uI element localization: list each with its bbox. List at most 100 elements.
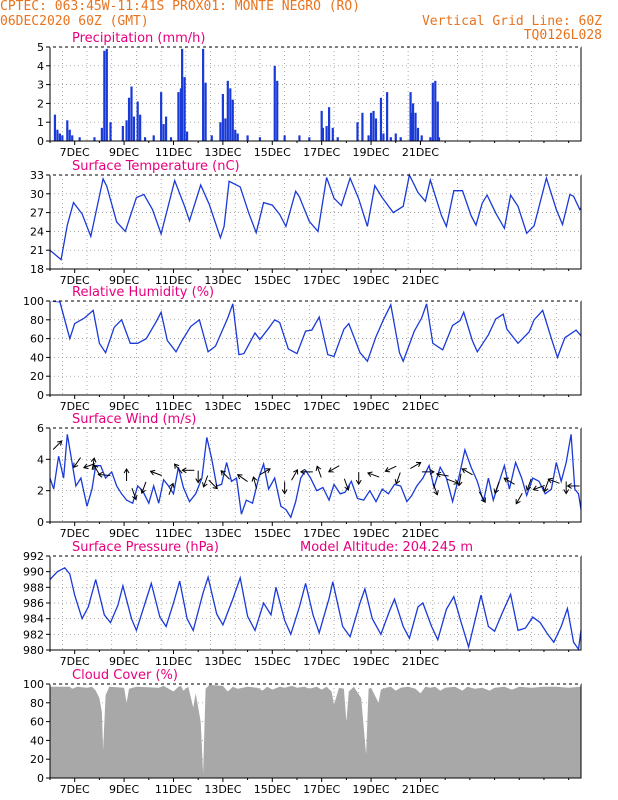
wind-arrow [299, 468, 313, 475]
y-tick-label: 6 [37, 422, 44, 435]
y-tick-label: 21 [30, 244, 44, 257]
wind-arrow [173, 463, 183, 474]
precip-bar [132, 116, 136, 141]
y-tick-label: 27 [30, 207, 44, 220]
precip-bar [298, 135, 301, 141]
precip-bar [336, 137, 339, 141]
series-line-pressure [49, 566, 582, 651]
precip-bar [177, 92, 180, 141]
x-tick-label: 13DEC [204, 527, 241, 540]
wind-arrow [478, 491, 486, 503]
x-tick-label: 11DEC [155, 527, 192, 540]
wind-arrow [202, 475, 209, 488]
x-tick-label: 17DEC [303, 400, 340, 413]
x-tick-label: 7DEC [60, 146, 90, 159]
model-altitude: Model Altitude: 204.245 m [300, 540, 473, 555]
y-tick-label: 2 [37, 97, 44, 110]
precip-bar [160, 92, 163, 141]
panel-title-temperature: Surface Temperature (nC) [72, 159, 240, 174]
wind-arrow [355, 472, 362, 486]
precip-bar [356, 122, 359, 141]
precip-bar [320, 110, 323, 141]
precip-bar [179, 88, 182, 141]
precip-bar [121, 125, 124, 141]
precip-bar [367, 135, 370, 141]
precip-bar [273, 65, 276, 141]
plot-frame [49, 555, 582, 651]
y-tick-label: 80 [30, 314, 44, 327]
precip-bar [226, 80, 229, 141]
grid-temperature [50, 175, 581, 269]
y-tick-label: 984 [23, 613, 44, 626]
precip-bar [204, 82, 207, 141]
x-tick-label: 19DEC [353, 146, 390, 159]
wind-arrow [291, 468, 299, 481]
precip-bar [361, 112, 364, 141]
precip-bar [143, 137, 147, 141]
x-tick-label: 19DEC [353, 527, 390, 540]
wind-arrow [421, 468, 435, 475]
y-tick-label: 18 [30, 263, 44, 276]
y-tick-label: 80 [30, 697, 44, 710]
precip-bar [61, 135, 64, 141]
precip-bar [394, 133, 397, 141]
wind-arrow [181, 467, 195, 474]
x-tick-label: 9DEC [109, 400, 139, 413]
precip-bar [420, 135, 423, 141]
y-tick-label: 982 [23, 628, 44, 641]
panel-pressure: 980 982 984 986 988 990 992 7DEC 9DEC 11DEC 13DEC 1… [23, 540, 582, 668]
x-tick-label: 19DEC [353, 400, 390, 413]
precip-bar [409, 92, 412, 141]
wind-arrow [97, 471, 111, 478]
x-tick-label: 11DEC [155, 274, 192, 287]
y-tick-label: 20 [30, 753, 44, 766]
y-tick-label: 0 [37, 389, 44, 402]
precip-bar [219, 122, 222, 141]
x-tick-label: 15DEC [254, 655, 291, 668]
wind-vectors [52, 440, 580, 505]
precip-bar [382, 133, 385, 141]
wind-arrow [384, 465, 397, 473]
precip-bar [78, 137, 81, 141]
wind-arrow [251, 476, 258, 489]
x-tick-label: 17DEC [303, 527, 340, 540]
x-tick-label: 9DEC [109, 783, 139, 796]
precip-bar [327, 107, 331, 141]
precip-bar [210, 135, 213, 141]
precip-bar [258, 137, 262, 141]
panel-title-precip: Precipitation (mm/h) [72, 31, 205, 46]
wind-arrow [446, 478, 460, 485]
panel-precip: 0 1 2 3 4 5 7DEC 9DEC 11DEC 13DEC 15DEC 17DEC 19DEC 2… [37, 31, 582, 159]
precip-bar [152, 135, 155, 141]
x-tick-label: 7DEC [60, 274, 90, 287]
wind-arrow [195, 470, 202, 484]
precip-bar [410, 112, 413, 141]
x-tick-label: 11DEC [155, 783, 192, 796]
precip-bar [221, 94, 224, 141]
precip-bar [162, 124, 165, 141]
wind-arrow [566, 483, 580, 489]
y-tick-label: 24 [30, 225, 44, 238]
x-tick-label: 7DEC [60, 783, 90, 796]
precip-bar [127, 97, 131, 141]
wind-arrow [259, 468, 271, 476]
precip-bar [414, 112, 417, 141]
x-tick-label: 7DEC [60, 655, 90, 668]
y-tick-label: 2 [37, 485, 44, 498]
grid-wind [50, 428, 581, 522]
wind-arrow [281, 481, 288, 495]
precip-bar [434, 80, 437, 141]
x-tick-label: 13DEC [204, 274, 241, 287]
wind-arrow [456, 473, 463, 487]
precip-bar [181, 48, 184, 141]
panel-title-cloud: Cloud Cover (%) [72, 668, 178, 683]
wind-arrow [432, 483, 439, 496]
wind-arrow [140, 481, 147, 495]
x-tick-label: 13DEC [204, 655, 241, 668]
precip-bar [139, 114, 142, 141]
y-tick-label: 100 [23, 678, 44, 691]
x-tick-label: 17DEC [303, 783, 340, 796]
y-tick-label: 5 [37, 41, 44, 54]
precip-bar [202, 48, 205, 141]
